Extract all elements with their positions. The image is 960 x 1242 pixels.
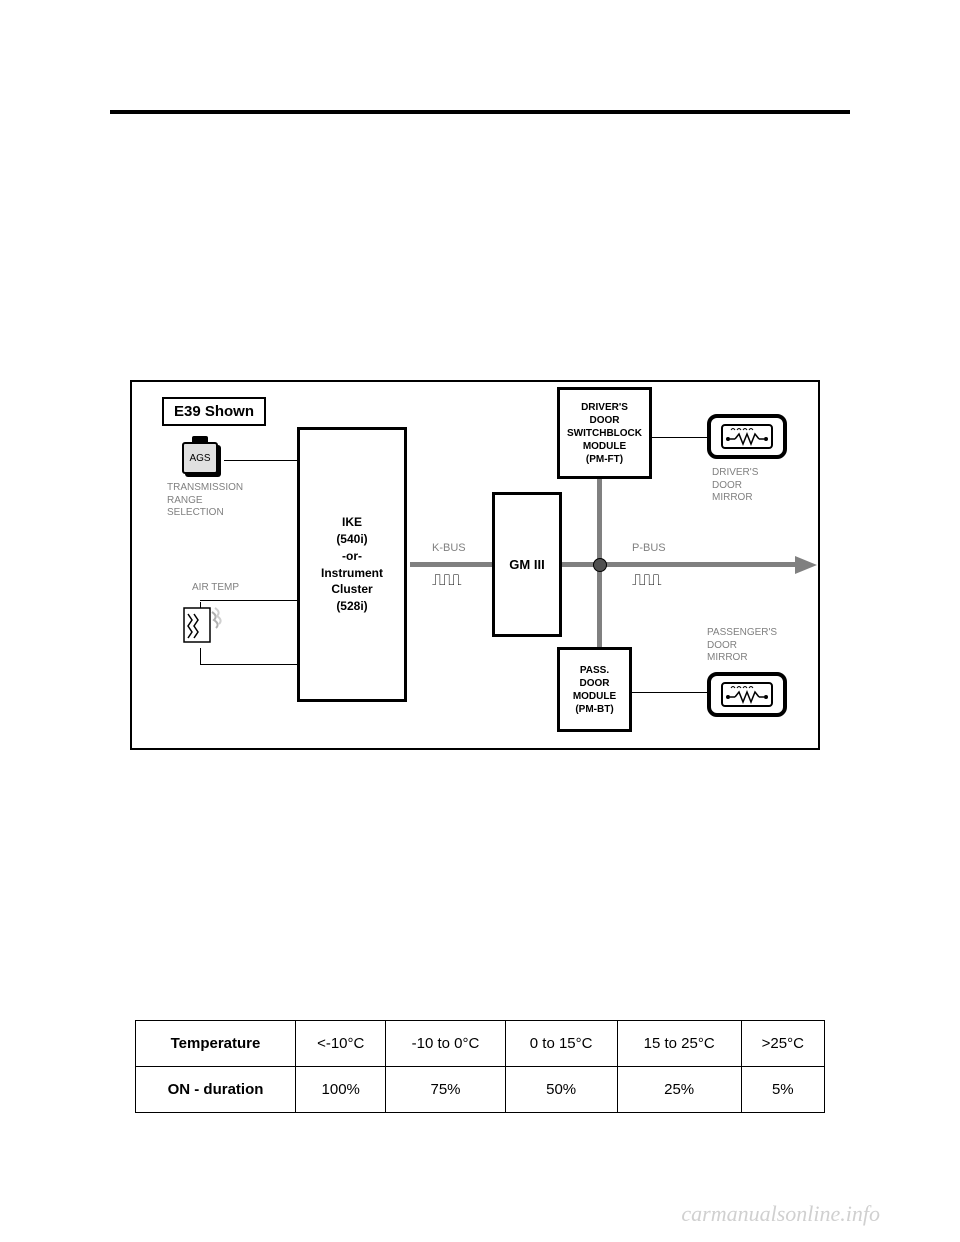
passenger-door-module: PASS. DOOR MODULE (PM-BT): [557, 647, 632, 732]
wire-ags-ike: [224, 460, 297, 461]
wire-airtemp-bot: [200, 648, 201, 664]
ike-line2: (540i): [336, 531, 367, 548]
table-cell: >25°C: [741, 1021, 824, 1067]
pbus-node: [593, 558, 607, 572]
wire-airtemp-top: [200, 602, 201, 608]
pass-module-label: PASS. DOOR MODULE (PM-BT): [573, 664, 616, 716]
wire-driver-mirror: [652, 437, 707, 438]
driver-module-label: DRIVER'S DOOR SWITCHBLOCK MODULE (PM-FT): [567, 401, 642, 466]
temperature-duration-table: Temperature <-10°C -10 to 0°C 0 to 15°C …: [135, 1020, 825, 1113]
pbus-label: P-BUS: [632, 542, 666, 554]
wire-airtemp-ike-bot: [200, 664, 297, 665]
airtemp-label: AIR TEMP: [192, 582, 239, 595]
driver-mirror-label: DRIVER'S DOOR MIRROR: [712, 467, 758, 505]
passenger-mirror-heater-icon: [707, 672, 787, 717]
table-cell: 75%: [386, 1067, 505, 1113]
table-row: Temperature <-10°C -10 to 0°C 0 to 15°C …: [136, 1021, 825, 1067]
table-cell: 5%: [741, 1067, 824, 1113]
pass-mirror-label: PASSENGER'S DOOR MIRROR: [707, 627, 777, 665]
table-cell: 100%: [296, 1067, 386, 1113]
airtemp-sensor-icon: [180, 602, 222, 652]
gm3-module: GM III: [492, 492, 562, 637]
ike-line3: -or-: [342, 548, 362, 565]
gm3-label: GM III: [509, 557, 544, 572]
driver-door-module: DRIVER'S DOOR SWITCHBLOCK MODULE (PM-FT): [557, 387, 652, 479]
table-cell: 0 to 15°C: [505, 1021, 617, 1067]
table-cell: 25%: [617, 1067, 741, 1113]
pbus-arrowhead: [795, 556, 817, 574]
driver-mirror-heater-icon: [707, 414, 787, 459]
wire-airtemp-ike-top: [200, 600, 297, 601]
table-row-header: Temperature: [136, 1021, 296, 1067]
table-cell: <-10°C: [296, 1021, 386, 1067]
table-cell: -10 to 0°C: [386, 1021, 505, 1067]
page-top-rule: [110, 110, 850, 114]
ike-cluster-module: IKE (540i) -or- Instrument Cluster (528i…: [297, 427, 407, 702]
transmission-label: TRANSMISSION RANGE SELECTION: [167, 482, 243, 520]
wire-pass-mirror: [632, 692, 707, 693]
kbus-pulse-icon: ⎍⎍⎍: [432, 570, 460, 590]
pbus-vertical-down: [597, 562, 602, 650]
table-cell: 50%: [505, 1067, 617, 1113]
diagram-title: E39 Shown: [162, 397, 266, 426]
ike-line1: IKE: [342, 514, 362, 531]
ags-label: AGS: [189, 453, 210, 464]
ike-line4: Instrument: [321, 565, 383, 582]
ags-module-icon: AGS: [182, 442, 222, 477]
ike-line5: Cluster: [331, 581, 372, 598]
table-row-header: ON - duration: [136, 1067, 296, 1113]
table-row: ON - duration 100% 75% 50% 25% 5%: [136, 1067, 825, 1113]
table-cell: 15 to 25°C: [617, 1021, 741, 1067]
wiring-diagram: E39 Shown AGS TRANSMISSION RANGE SELECTI…: [130, 380, 820, 750]
kbus-label: K-BUS: [432, 542, 466, 554]
ike-line6: (528i): [336, 598, 367, 615]
pbus-vertical-up: [597, 477, 602, 567]
kbus-line: [410, 562, 492, 567]
pbus-pulse-icon: ⎍⎍⎍: [632, 570, 660, 590]
watermark-text: carmanualsonline.info: [681, 1201, 880, 1227]
